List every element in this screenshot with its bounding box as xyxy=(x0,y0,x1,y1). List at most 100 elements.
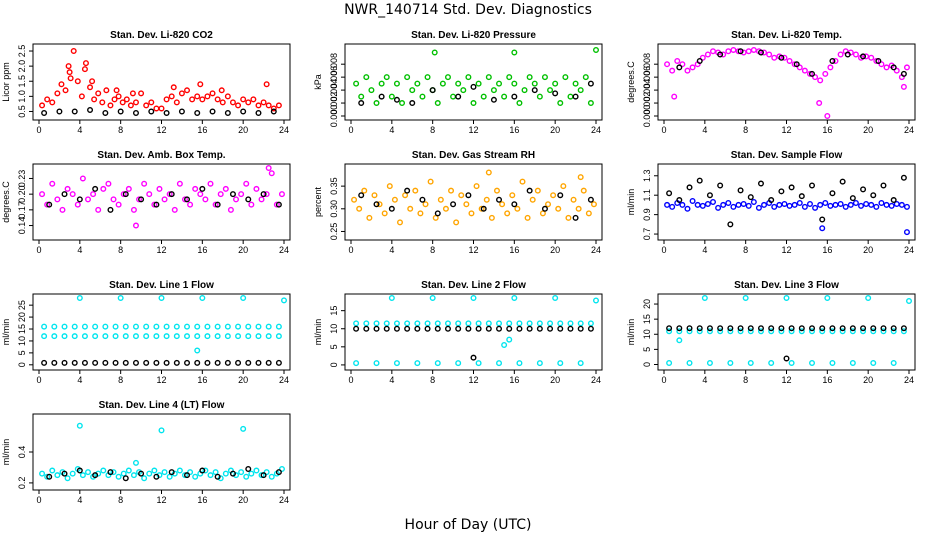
data-point xyxy=(506,336,513,343)
data-point xyxy=(577,360,584,367)
x-tick-label: 20 xyxy=(863,125,873,135)
data-point xyxy=(832,57,839,64)
data-point xyxy=(127,102,134,109)
data-point xyxy=(865,295,872,302)
data-point xyxy=(156,185,163,192)
data-point xyxy=(110,196,117,203)
data-point xyxy=(122,475,129,482)
data-point xyxy=(168,191,175,198)
data-point xyxy=(536,325,543,332)
data-point xyxy=(873,203,880,210)
data-point xyxy=(153,201,160,208)
x-tick-label: 24 xyxy=(904,375,914,385)
data-point xyxy=(696,328,703,335)
data-point xyxy=(747,359,754,366)
data-point xyxy=(890,64,897,71)
data-point xyxy=(39,470,46,477)
data-point xyxy=(224,359,231,366)
data-point xyxy=(255,109,262,116)
x-tick-label: 12 xyxy=(156,495,166,505)
data-point xyxy=(860,186,867,193)
y-tick-label: 10 xyxy=(329,324,339,334)
data-point xyxy=(565,214,572,221)
data-point xyxy=(893,67,900,74)
data-point xyxy=(92,359,99,366)
data-point xyxy=(534,187,541,194)
data-point xyxy=(801,67,808,74)
y-tick-label: 1.1 xyxy=(642,189,652,202)
x-tick-label: 8 xyxy=(118,125,123,135)
data-point xyxy=(455,93,462,100)
data-point xyxy=(192,473,199,480)
data-point xyxy=(112,333,119,340)
data-point xyxy=(557,320,564,327)
data-point xyxy=(480,205,487,212)
data-point xyxy=(536,360,543,367)
data-point xyxy=(263,191,270,198)
data-point xyxy=(71,359,78,366)
panel-title: Stan. Dev. Line 2 Flow xyxy=(421,280,526,291)
data-point xyxy=(442,205,449,212)
series-2 xyxy=(353,325,594,361)
data-point xyxy=(809,328,816,335)
chart-panel-9: Stan. Dev. Line 3 Flow ml/min 0 4 8 12 16 20 24 0… xyxy=(626,280,916,385)
x-tick-label: 24 xyxy=(591,375,601,385)
data-point xyxy=(747,325,754,332)
data-point xyxy=(148,99,155,106)
data-point xyxy=(115,201,122,208)
data-point xyxy=(393,320,400,327)
data-point xyxy=(181,472,188,479)
data-point xyxy=(545,201,552,208)
data-point xyxy=(138,90,145,97)
data-point xyxy=(112,359,119,366)
data-point xyxy=(490,87,497,94)
data-point xyxy=(361,187,368,194)
data-point xyxy=(806,70,813,77)
data-point xyxy=(727,325,734,332)
data-point xyxy=(511,201,518,208)
data-point xyxy=(796,64,803,71)
data-point xyxy=(102,333,109,340)
series-1 xyxy=(664,198,910,236)
panel-title: Stan. Dev. Line 3 Flow xyxy=(734,280,839,291)
y-tick-label: 0.006 xyxy=(329,66,339,89)
data-point xyxy=(725,199,732,206)
data-point xyxy=(590,201,597,208)
data-point xyxy=(366,214,373,221)
data-point xyxy=(70,48,77,55)
data-point xyxy=(900,174,907,181)
x-tick-label: 0 xyxy=(661,125,666,135)
data-point xyxy=(434,210,441,217)
data-point xyxy=(199,185,206,192)
data-point xyxy=(61,191,68,198)
data-point xyxy=(465,74,472,81)
data-point xyxy=(847,201,854,208)
data-point xyxy=(666,359,673,366)
y-tick-label: 0.006 xyxy=(642,66,652,89)
data-point xyxy=(837,51,844,58)
data-point xyxy=(768,325,775,332)
data-point xyxy=(768,197,775,204)
data-point xyxy=(686,328,693,335)
x-tick-label: 0 xyxy=(348,125,353,135)
plot-frame xyxy=(32,293,291,371)
data-point xyxy=(812,204,819,211)
y-axis-label: ml/min xyxy=(1,319,11,346)
y-tick-label: 0.9 xyxy=(642,208,652,221)
data-point xyxy=(41,109,48,116)
plot-frame xyxy=(32,43,291,121)
data-point xyxy=(217,191,224,198)
data-point xyxy=(143,102,150,109)
x-tick-label: 12 xyxy=(468,125,478,135)
data-point xyxy=(419,93,426,100)
data-point xyxy=(407,205,414,212)
data-point xyxy=(883,201,890,208)
data-point xyxy=(684,67,691,74)
data-point xyxy=(737,328,744,335)
data-point xyxy=(506,320,513,327)
data-point xyxy=(701,295,708,302)
data-point xyxy=(117,295,124,302)
data-point xyxy=(71,333,78,340)
y-tick-label: 1.3 xyxy=(642,170,652,183)
data-point xyxy=(255,333,262,340)
